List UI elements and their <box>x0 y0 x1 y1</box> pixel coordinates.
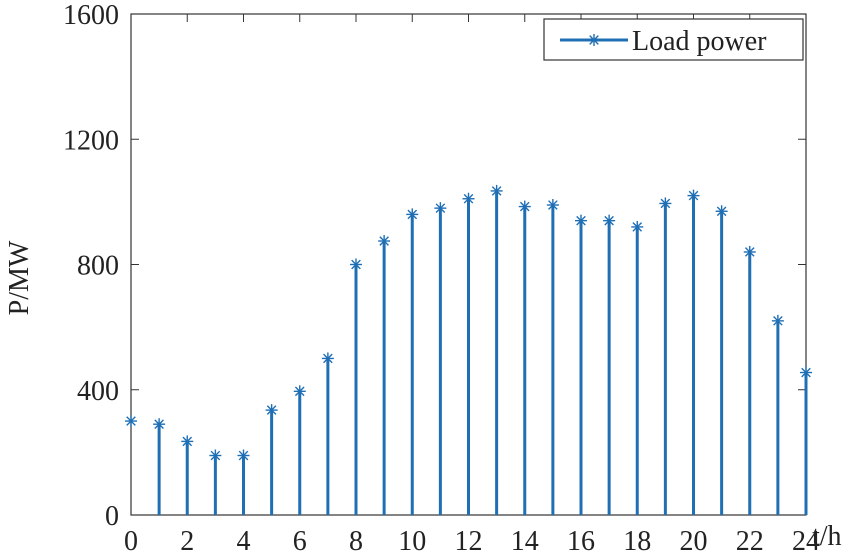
load-point <box>209 449 222 462</box>
x-tick-label: 24 <box>792 526 820 557</box>
load-point <box>715 205 728 218</box>
y-tick-label: 400 <box>77 376 119 407</box>
x-tick-label: 18 <box>623 526 651 557</box>
legend-marker-swatch <box>588 34 600 46</box>
x-tick-label: 0 <box>124 526 138 557</box>
load-point <box>659 197 672 210</box>
load-point <box>518 200 531 213</box>
x-tick-label: 22 <box>736 526 764 557</box>
load-point <box>546 199 559 212</box>
legend-asterisk <box>588 34 600 46</box>
y-tick-label: 1200 <box>63 125 119 156</box>
x-axis-label: t/h <box>812 521 842 552</box>
load-point <box>265 404 278 417</box>
legend-box <box>543 18 804 61</box>
y-tick-label: 1600 <box>63 0 119 31</box>
load-point <box>434 202 447 215</box>
load-point <box>800 366 812 379</box>
load-point <box>771 314 784 327</box>
y-tick-label: 0 <box>105 501 119 532</box>
load-point <box>293 385 306 398</box>
y-axis-label: P/MW <box>4 240 35 315</box>
x-tick-label: 4 <box>237 526 251 557</box>
load-point <box>462 192 475 205</box>
load-point <box>575 214 587 227</box>
load-point <box>181 435 194 448</box>
load-point <box>321 352 334 365</box>
load-point <box>631 220 644 233</box>
x-ticks: 0 2 4 6 8 10 12 14 16 18 20 22 24 <box>124 14 820 557</box>
stems <box>157 190 808 515</box>
legend-label: Load power <box>632 26 767 57</box>
legend: Load power <box>543 18 804 61</box>
load-point <box>125 415 137 428</box>
x-tick-label: 16 <box>567 526 595 557</box>
load-point <box>743 245 756 258</box>
load-point <box>406 208 419 221</box>
x-tick-label: 12 <box>455 526 483 557</box>
x-tick-label: 10 <box>398 526 426 557</box>
load-point <box>153 418 166 431</box>
x-tick-label: 20 <box>680 526 708 557</box>
x-tick-label: 8 <box>349 526 363 557</box>
markers <box>125 184 812 462</box>
y-tick-label: 800 <box>77 251 119 282</box>
load-point <box>490 184 503 197</box>
load-point <box>350 258 362 271</box>
y-ticks: 0 400 800 1200 1600 <box>63 0 806 532</box>
x-tick-label: 14 <box>511 526 539 557</box>
load-point <box>603 214 616 227</box>
x-tick-label: 6 <box>293 526 307 557</box>
load-point <box>687 189 700 202</box>
load-point <box>378 235 391 248</box>
x-tick-label: 2 <box>180 526 194 557</box>
load-point <box>237 449 250 462</box>
